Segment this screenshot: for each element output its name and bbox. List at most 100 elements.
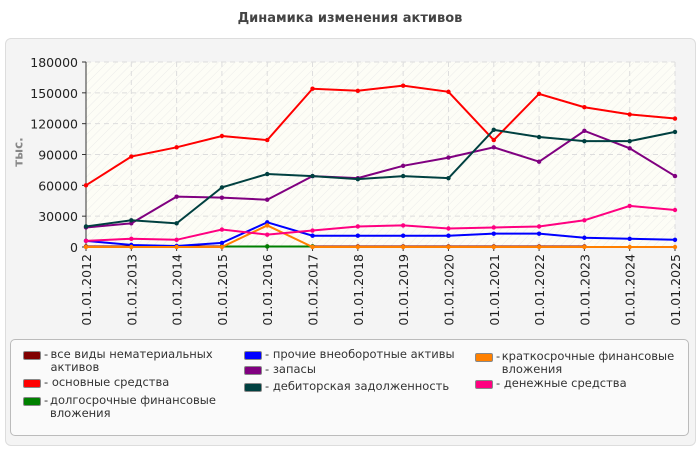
data-point <box>174 221 179 226</box>
data-point <box>400 163 406 169</box>
data-point <box>672 116 678 121</box>
legend-dash: - <box>44 347 49 374</box>
data-point <box>582 128 587 134</box>
data-point <box>627 138 632 144</box>
x-tick-label: 01.01.2024 <box>623 254 638 326</box>
data-point <box>536 224 542 229</box>
data-point <box>446 175 451 181</box>
data-point <box>446 155 451 160</box>
legend-swatch <box>244 366 262 375</box>
series-line <box>85 128 676 228</box>
data-point <box>627 203 632 209</box>
data-point <box>582 105 587 110</box>
data-point <box>265 197 270 202</box>
legend-dash: - <box>265 362 273 376</box>
data-point <box>536 159 542 164</box>
legend-item: - денежные средства <box>475 377 627 390</box>
data-point <box>355 224 361 229</box>
data-point <box>672 129 678 135</box>
legend-swatch <box>23 397 41 406</box>
legend-dash: - <box>265 347 273 361</box>
data-point <box>129 154 134 159</box>
legend-swatch <box>23 351 41 360</box>
legend-item: - основные средства <box>23 376 169 389</box>
x-tick-label: 01.01.2017 <box>306 254 321 326</box>
y-axis-label: тыс. <box>11 137 26 167</box>
chart-title: Динамика изменения активов <box>237 11 463 26</box>
legend-label: денежные средства <box>503 376 627 390</box>
legend-swatch <box>23 379 41 388</box>
data-point <box>672 207 678 213</box>
data-point <box>400 244 406 250</box>
x-tick-label: 01.01.2016 <box>260 254 275 326</box>
data-point <box>310 173 315 179</box>
legend-swatch <box>244 351 262 360</box>
data-point <box>310 233 315 238</box>
data-point <box>265 220 270 225</box>
data-point <box>83 224 89 229</box>
data-point <box>446 89 451 95</box>
data-point <box>400 173 406 179</box>
legend-swatch <box>475 353 493 362</box>
data-point <box>672 173 678 179</box>
data-point <box>355 233 361 238</box>
data-point <box>582 235 587 240</box>
data-point <box>310 228 315 233</box>
legend-dash: - <box>496 376 504 390</box>
data-point <box>582 138 587 144</box>
data-point <box>174 145 179 150</box>
data-point <box>536 244 542 250</box>
legend-item: - все виды нематериальных активов <box>23 348 228 374</box>
data-point <box>265 232 270 237</box>
data-point <box>491 137 496 143</box>
legend-label: прочие внеоборотные активы <box>272 347 455 361</box>
data-point <box>219 133 225 139</box>
data-point <box>310 86 315 91</box>
x-tick-label: 01.01.2022 <box>532 254 547 326</box>
legend-item: - прочие внеоборотные активы <box>244 348 455 361</box>
data-point <box>672 237 678 243</box>
data-point <box>582 244 587 250</box>
series-line <box>85 221 676 247</box>
data-point <box>174 244 179 250</box>
y-tick-label: 120000 <box>30 117 78 132</box>
data-point <box>536 134 542 140</box>
y-tick-label: 0 <box>70 240 78 255</box>
x-tick-label: 01.01.2019 <box>396 254 411 326</box>
data-point <box>265 244 270 249</box>
data-point <box>627 112 632 117</box>
data-point <box>219 227 225 232</box>
legend-dash: - <box>44 375 52 389</box>
legend-dash: - <box>44 393 49 420</box>
data-point <box>355 244 361 250</box>
legend-dash: - <box>496 349 501 376</box>
data-point <box>627 146 632 151</box>
data-point <box>219 240 225 246</box>
x-tick-label: 01.01.2012 <box>79 254 94 326</box>
legend-label: запасы <box>272 362 316 376</box>
data-point <box>129 218 134 223</box>
data-point <box>627 236 632 241</box>
legend-swatch <box>244 383 262 392</box>
y-tick-label: 60000 <box>38 178 78 193</box>
data-point <box>491 231 496 236</box>
data-point <box>265 171 270 177</box>
data-point <box>582 218 587 223</box>
x-tick-label: 01.01.2018 <box>351 254 366 326</box>
data-point <box>83 244 89 250</box>
legend: - все виды нематериальных активов - основ… <box>10 339 689 436</box>
legend-label: краткосрочные финансовые вложения <box>501 349 675 376</box>
y-tick-label: 90000 <box>38 148 78 163</box>
legend-label: все виды нематериальных активов <box>50 347 213 374</box>
series-line <box>85 129 676 229</box>
x-tick-label: 01.01.2025 <box>668 254 683 326</box>
data-point <box>627 244 632 250</box>
x-tick-label: 01.01.2014 <box>170 254 185 326</box>
legend-label: дебиторская задолженность <box>272 379 450 393</box>
data-point <box>400 233 406 238</box>
legend-item: - запасы <box>244 363 316 376</box>
y-tick-label: 30000 <box>38 209 78 224</box>
data-point <box>536 91 542 97</box>
legend-item: - долгосрочные финансовые вложения <box>23 394 228 420</box>
data-point <box>265 223 270 228</box>
